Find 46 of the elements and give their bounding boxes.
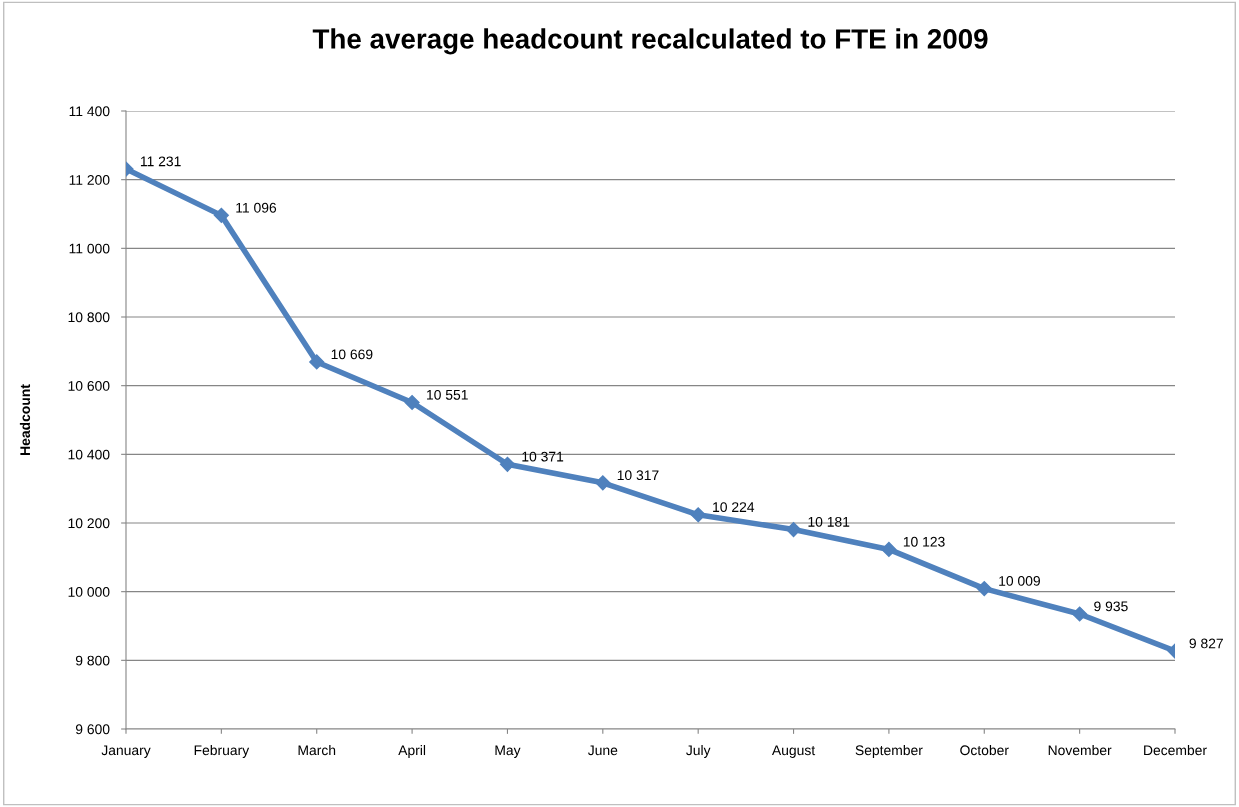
point bbox=[976, 581, 992, 597]
point bbox=[595, 475, 611, 491]
x-tick-label: September bbox=[855, 744, 923, 758]
point bbox=[404, 394, 420, 411]
x-tick-label: August bbox=[771, 745, 816, 758]
point bbox=[881, 541, 897, 558]
point bbox=[1072, 606, 1088, 622]
data-label: 10 371 bbox=[522, 451, 564, 462]
data-label: 11 231 bbox=[140, 156, 181, 167]
y-tick-label: 10 600 bbox=[68, 381, 110, 391]
x-tick-label: May bbox=[495, 745, 521, 758]
y-tick-label: 10 400 bbox=[68, 449, 110, 460]
y-axis-title: Headcount bbox=[19, 384, 31, 455]
x-tick-label: January bbox=[101, 745, 151, 758]
point bbox=[499, 456, 516, 472]
chart-title: The average headcount recalculated to FTE in 2009 bbox=[312, 28, 988, 55]
y-tick-label: 10 800 bbox=[68, 312, 110, 323]
y-tick-label: 11 400 bbox=[69, 106, 110, 117]
data-label: 10 009 bbox=[999, 576, 1040, 586]
y-tick-label: 10 200 bbox=[68, 518, 110, 529]
data-label: 10 669 bbox=[331, 349, 373, 360]
x-tick-label: July bbox=[686, 744, 711, 758]
data-label: 10 224 bbox=[713, 502, 755, 513]
y-tick-label: 9 600 bbox=[75, 724, 110, 735]
y-tick-label: 11 200 bbox=[69, 175, 110, 185]
point bbox=[785, 521, 802, 538]
x-tick-label: April bbox=[398, 744, 426, 758]
y-tick-label: 10 000 bbox=[68, 587, 110, 597]
x-tick-label: October bbox=[960, 744, 1009, 756]
data-label: 11 096 bbox=[236, 202, 277, 213]
point bbox=[309, 354, 325, 370]
x-tick-label: December bbox=[1144, 744, 1207, 756]
point bbox=[690, 507, 706, 523]
data-label: 9 827 bbox=[1189, 638, 1223, 649]
x-tick-label: June bbox=[587, 745, 618, 756]
y-tick-label: 11 000 bbox=[69, 243, 110, 254]
x-tick-label: February bbox=[194, 744, 250, 758]
data-label: 10 123 bbox=[903, 536, 945, 547]
point bbox=[213, 207, 229, 223]
data-label: 10 181 bbox=[808, 516, 850, 527]
y-tick-label: 9 800 bbox=[75, 655, 110, 666]
data-label: 10 551 bbox=[427, 389, 468, 400]
data-label: 9 935 bbox=[1094, 601, 1128, 612]
x-tick-label: March bbox=[298, 744, 336, 756]
x-tick-label: November bbox=[1048, 744, 1112, 756]
data-label: 10 317 bbox=[617, 470, 659, 481]
